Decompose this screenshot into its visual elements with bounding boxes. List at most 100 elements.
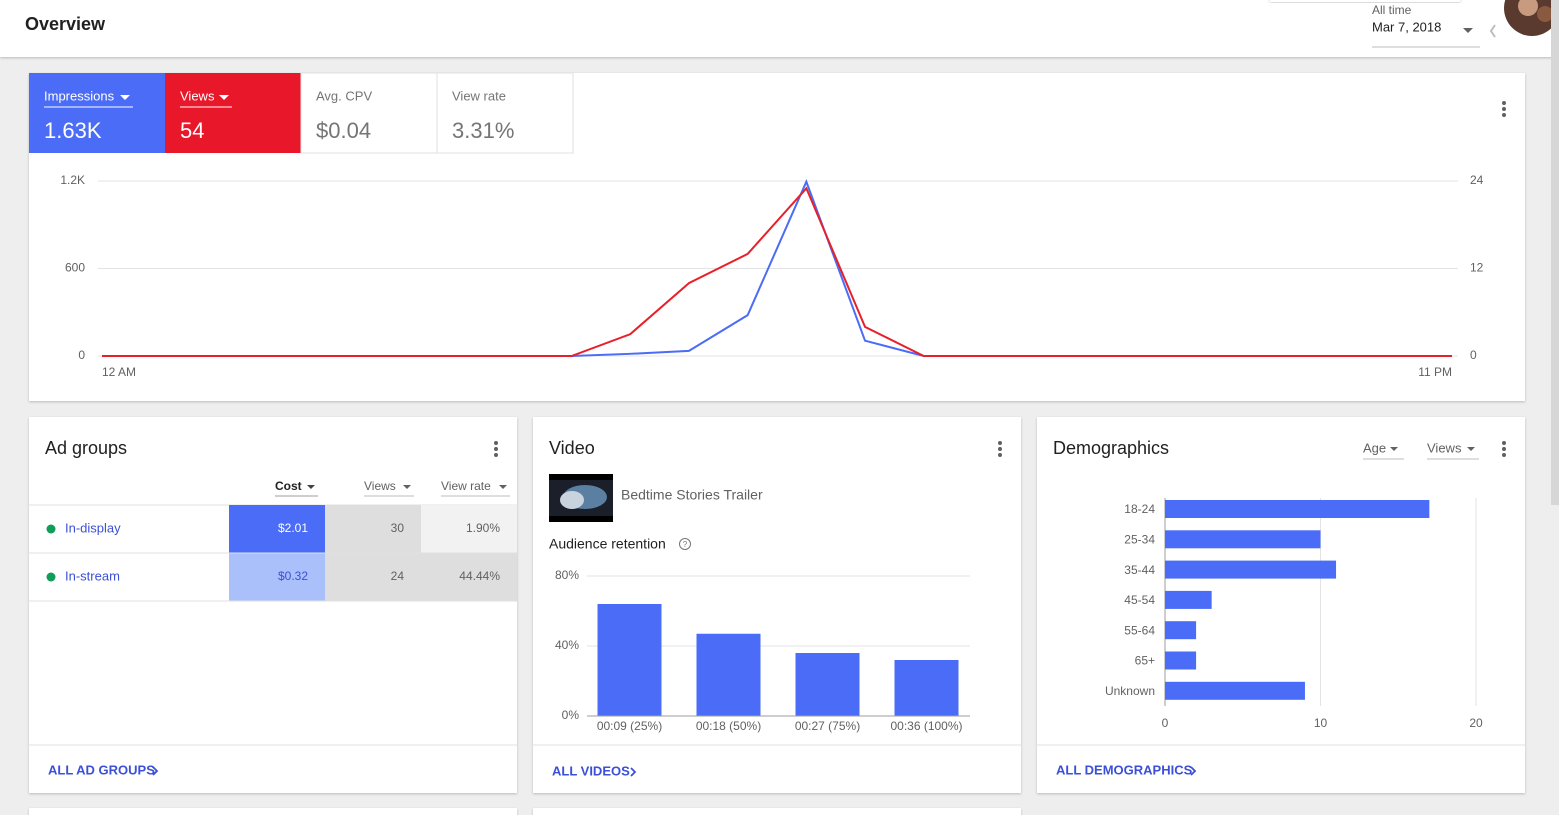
dropdown-arrow[interactable]	[1467, 447, 1475, 451]
footer-link[interactable]: ALL VIDEOS	[552, 763, 630, 778]
footer-link[interactable]: ALL AD GROUPS	[48, 762, 155, 777]
metric-value: 54	[180, 118, 204, 143]
cell-bg	[229, 505, 325, 553]
x-tick-label: 00:27 (75%)	[795, 719, 860, 733]
x-tick-label: 20	[1469, 716, 1483, 730]
video-name[interactable]: Bedtime Stories Trailer	[621, 487, 763, 503]
range-label: All time	[1372, 3, 1412, 17]
y-tick-label: Unknown	[1105, 684, 1155, 698]
more-menu[interactable]	[998, 441, 1002, 457]
card-title: Video	[549, 438, 595, 458]
cell: 24	[391, 569, 405, 583]
metric-tile[interactable]	[165, 73, 301, 153]
row-link[interactable]: In-stream	[65, 568, 120, 583]
scrollbar[interactable]	[1551, 0, 1559, 505]
y2-tick-label: 24	[1470, 173, 1484, 187]
video-thumbnail[interactable]	[549, 474, 613, 522]
y-tick-label: 45-54	[1124, 593, 1155, 607]
y-tick-label: 80%	[555, 568, 579, 582]
bar	[696, 633, 761, 716]
metric-value: 1.63K	[44, 118, 102, 143]
more-menu[interactable]	[1502, 441, 1506, 457]
cell-bg	[325, 505, 421, 553]
date-picker[interactable]: Mar 7, 2018	[1372, 19, 1441, 34]
header-bar	[0, 0, 1559, 57]
cell-bg	[421, 553, 517, 601]
dimension-select[interactable]: Age	[1363, 440, 1386, 455]
chevron[interactable]	[1190, 766, 1197, 776]
cell-bg	[421, 505, 517, 553]
column-header[interactable]: View rate	[441, 479, 491, 493]
card	[533, 808, 1021, 815]
y-tick-label: 0%	[562, 708, 580, 722]
chevron[interactable]	[152, 766, 159, 776]
column-header[interactable]: Cost	[275, 479, 302, 493]
x-tick-label: 12 AM	[102, 365, 136, 379]
dropdown-arrow[interactable]	[1463, 28, 1473, 33]
dropdown-arrow[interactable]	[499, 485, 507, 489]
y-tick-label: 18-24	[1124, 502, 1155, 516]
status-dot	[46, 524, 56, 534]
y-tick-label: 35-44	[1124, 563, 1155, 577]
row-link[interactable]: In-display	[65, 520, 121, 535]
ad-groups-card	[29, 417, 517, 793]
cell-bg	[229, 553, 325, 601]
y-tick-label: 40%	[555, 638, 579, 652]
bar	[597, 604, 662, 716]
y-tick-label: 600	[65, 261, 85, 275]
x-tick-label: 00:36 (100%)	[890, 719, 962, 733]
prev-button[interactable]	[1489, 24, 1496, 38]
metric-label[interactable]: Views	[180, 88, 215, 103]
page-title: Overview	[25, 14, 106, 34]
cell: 44.44%	[459, 569, 500, 583]
metric-tile[interactable]	[436, 72, 574, 154]
chart-subtitle: Audience retention	[549, 536, 666, 552]
line-series	[102, 186, 1452, 357]
chevron[interactable]	[630, 767, 637, 777]
metric-label[interactable]: Impressions	[44, 88, 115, 103]
more-menu[interactable]	[494, 441, 498, 457]
more-menu[interactable]	[1502, 101, 1506, 117]
y2-tick-label: 0	[1470, 348, 1477, 362]
bar	[1165, 590, 1212, 609]
x-tick-label: 00:09 (25%)	[597, 719, 662, 733]
help-icon[interactable]: ?	[679, 538, 691, 550]
x-tick-label: 10	[1314, 716, 1328, 730]
dropdown-arrow[interactable]	[403, 485, 411, 489]
y-tick-label: 65+	[1135, 654, 1155, 668]
metric-label: Avg. CPV	[316, 88, 372, 103]
metric-tile[interactable]	[29, 73, 165, 153]
y-tick-label: 1.2K	[60, 173, 85, 187]
y-tick-label: 0	[78, 348, 85, 362]
status-dot	[46, 572, 56, 582]
metric-value: 3.31%	[452, 118, 514, 143]
metric-label: View rate	[452, 88, 506, 103]
y-tick-label: 55-64	[1124, 623, 1155, 637]
x-tick-label: 00:18 (50%)	[696, 719, 761, 733]
dropdown-arrow[interactable]	[1390, 447, 1398, 451]
bar	[1165, 681, 1305, 700]
metric-select[interactable]: Views	[1427, 440, 1462, 455]
bar	[795, 653, 860, 716]
bar	[1165, 530, 1321, 549]
bar	[1165, 560, 1337, 579]
bar	[1165, 621, 1197, 640]
cell: $2.01	[278, 521, 308, 535]
x-tick-label: 11 PM	[1418, 365, 1452, 379]
column-header[interactable]: Views	[364, 479, 396, 493]
bar	[1165, 500, 1430, 518]
x-tick-label: 0	[1162, 716, 1169, 730]
svg-text:?: ?	[683, 540, 688, 549]
dropdown-arrow[interactable]	[219, 95, 229, 100]
cell: 30	[391, 521, 405, 535]
card-title: Demographics	[1053, 438, 1169, 458]
y-tick-label: 25-34	[1124, 532, 1155, 546]
bar	[894, 660, 959, 716]
dropdown-arrow[interactable]	[307, 485, 315, 489]
cell-bg	[325, 553, 421, 601]
dropdown-arrow[interactable]	[120, 95, 130, 100]
card	[29, 808, 517, 815]
card-title: Ad groups	[45, 438, 127, 458]
footer-link[interactable]: ALL DEMOGRAPHICS	[1056, 762, 1193, 777]
